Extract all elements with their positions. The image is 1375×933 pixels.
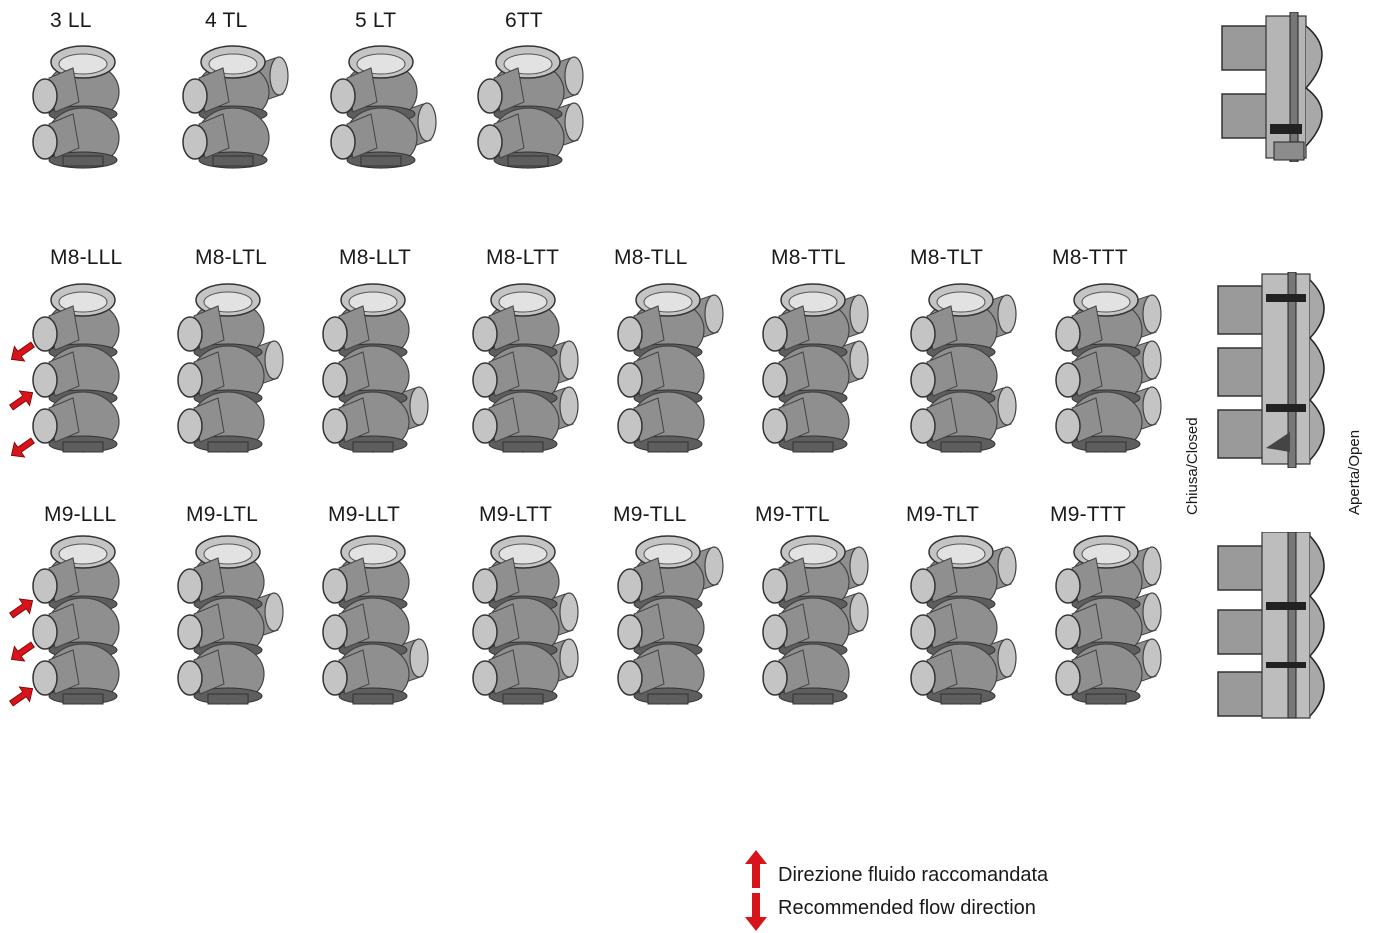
valve-3way-image — [910, 535, 1017, 705]
valve-3way-image — [617, 535, 724, 705]
valve-label: M8-TLL — [614, 246, 688, 269]
valve-label: M9-TTL — [755, 503, 830, 526]
valve-3way-image — [32, 283, 120, 453]
valve-label: M8-TTL — [771, 246, 846, 269]
flow-out-arrow-icon — [10, 437, 35, 458]
flow-out-arrow-icon — [10, 341, 35, 362]
legend-line-1: Direzione fluido raccomandata — [778, 864, 1049, 886]
valve-3way-image — [617, 283, 724, 453]
valve-3way-image — [472, 283, 579, 453]
valve-3way-image — [177, 535, 284, 705]
valve-label: 6TT — [505, 9, 543, 32]
valve-label: M9-LTL — [186, 503, 258, 526]
closed-label: Chiusa/Closed — [1184, 417, 1201, 515]
valve-label: 4 TL — [205, 9, 248, 32]
valve-3way-image — [32, 535, 120, 705]
valve-2way-image — [330, 45, 437, 169]
flow-in-arrow-icon — [9, 686, 34, 707]
flow-out-arrow-icon — [10, 641, 35, 662]
flow-in-arrow-icon — [9, 390, 34, 411]
valve-label: M9-LLT — [328, 503, 400, 526]
valve-label: M8-LTL — [195, 246, 267, 269]
valve-label: 3 LL — [50, 9, 92, 32]
open-label: Aperta/Open — [1346, 429, 1363, 515]
valve-3way-image — [1055, 535, 1162, 705]
section-3way-image — [1217, 272, 1325, 468]
valve-label: 5 LT — [355, 9, 397, 32]
valve-label: M9-TLT — [906, 503, 980, 526]
valve-label: M8-LTT — [486, 246, 560, 269]
valve-label: M8-LLL — [50, 246, 123, 269]
valve-label: M9-LLL — [44, 503, 117, 526]
valve-2way-image — [182, 45, 289, 169]
valve-3way-image — [910, 283, 1017, 453]
valve-label: M8-TLT — [910, 246, 984, 269]
arrow-up-icon — [745, 850, 767, 888]
valve-3way-image — [322, 283, 429, 453]
valve-3way-image — [762, 535, 869, 705]
valve-3way-image — [177, 283, 284, 453]
valve-label: M8-LLT — [339, 246, 411, 269]
valve-label: M9-LTT — [479, 503, 553, 526]
valve-3way-image — [322, 535, 429, 705]
legend-line-2: Recommended flow direction — [778, 897, 1036, 919]
valve-3way-image — [1055, 283, 1162, 453]
valve-label: M9-TLL — [613, 503, 687, 526]
valve-3way-image — [762, 283, 869, 453]
valve-2way-image — [32, 45, 120, 169]
valve-label: M9-TTT — [1050, 503, 1126, 526]
section-3way-open-image — [1217, 532, 1325, 719]
arrow-down-icon — [745, 893, 767, 931]
flow-in-arrow-icon — [9, 598, 34, 619]
valve-label: M8-TTT — [1052, 246, 1128, 269]
valve-2way-image — [477, 45, 584, 169]
valve-3way-image — [472, 535, 579, 705]
section-2way-image — [1221, 12, 1323, 162]
